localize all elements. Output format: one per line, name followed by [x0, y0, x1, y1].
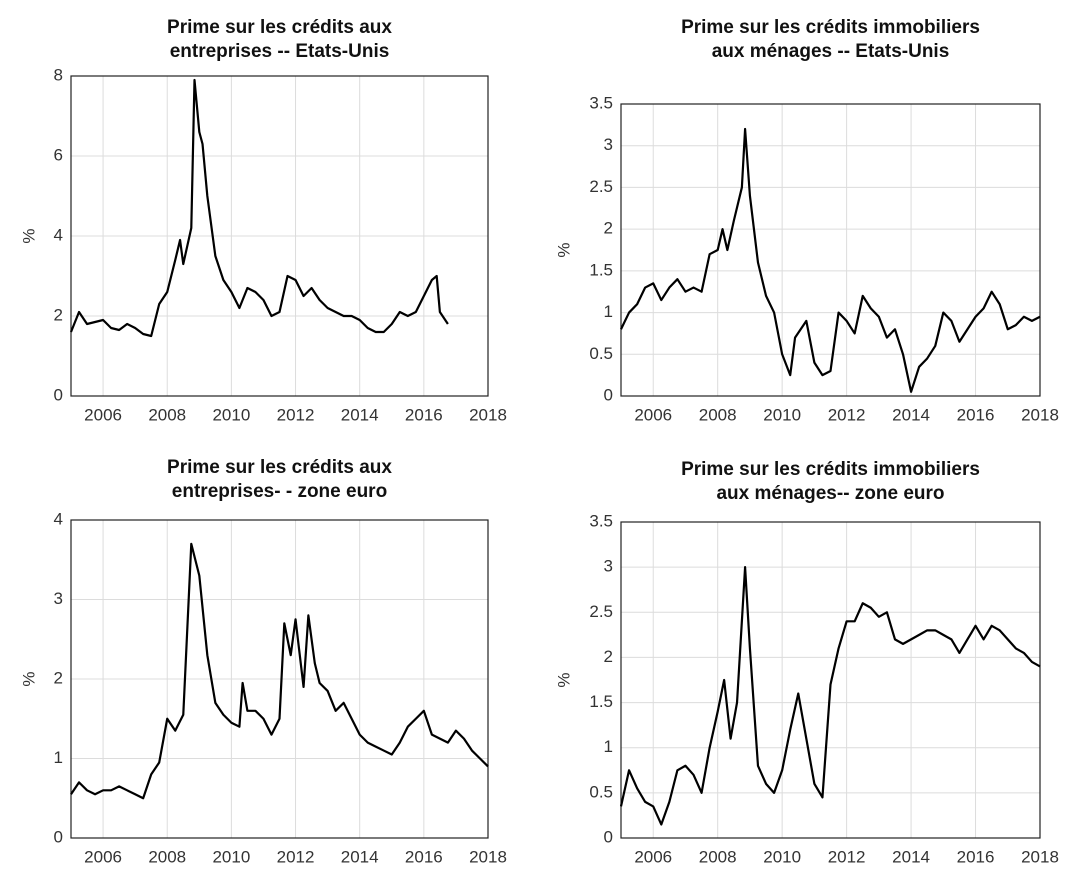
y-axis-label: %: [554, 242, 573, 257]
y-tick-label: 1.5: [589, 692, 613, 711]
plot-frame: [620, 103, 1041, 397]
y-tick-label: 2.5: [589, 602, 613, 621]
x-tick-label: 2008: [699, 405, 737, 424]
x-tick-label: 2018: [469, 405, 507, 424]
y-tick-label: 2: [54, 305, 63, 324]
chart-title: aux ménages -- Etats-Unis: [712, 41, 950, 62]
x-tick-label: 2010: [763, 405, 801, 424]
y-tick-label: 0: [54, 827, 63, 846]
x-tick-label: 2016: [957, 847, 995, 866]
y-tick-label: 2.5: [589, 177, 613, 196]
x-tick-label: 2006: [634, 847, 672, 866]
y-tick-label: 3: [604, 135, 613, 154]
data-line: [619, 566, 1041, 826]
x-tick-label: 2006: [84, 405, 122, 424]
x-tick-label: 2014: [341, 405, 379, 424]
subplot: Prime sur les crédits aux entreprises- - …: [19, 457, 506, 866]
x-tick-label: 2016: [405, 847, 443, 866]
y-tick-label: 1.5: [589, 260, 613, 279]
x-tick-label: 2014: [892, 405, 930, 424]
y-tick-label: 3.5: [589, 511, 613, 530]
y-tick-label: 0.5: [589, 344, 613, 363]
chart-title: entreprises -- Etats-Unis: [170, 41, 390, 62]
x-tick-label: 2010: [763, 847, 801, 866]
y-tick-label: 4: [54, 225, 63, 244]
x-tick-label: 2018: [469, 847, 507, 866]
x-tick-label: 2014: [892, 847, 930, 866]
x-tick-label: 2010: [212, 405, 250, 424]
subplot: Prime sur les crédits immobiliers aux mén…: [554, 459, 1058, 866]
chart-title: Prime sur les crédits immobiliers: [681, 459, 980, 480]
y-tick-label: 1: [604, 302, 613, 321]
y-tick-label: 2: [54, 668, 63, 687]
y-tick-label: 6: [54, 145, 63, 164]
y-tick-label: 0.5: [589, 782, 613, 801]
x-tick-label: 2012: [277, 847, 315, 866]
x-tick-label: 2016: [957, 405, 995, 424]
y-tick-label: 3: [54, 589, 63, 608]
y-tick-label: 2: [604, 647, 613, 666]
x-tick-label: 2014: [341, 847, 379, 866]
y-tick-label: 2: [604, 219, 613, 238]
x-tick-label: 2006: [634, 405, 672, 424]
chart-title: Prime sur les crédits immobiliers: [681, 17, 980, 38]
plot-frame: [70, 75, 489, 397]
data-line: [69, 78, 449, 338]
y-tick-label: 0: [604, 385, 613, 404]
x-tick-label: 2012: [277, 405, 315, 424]
y-tick-label: 1: [604, 737, 613, 756]
x-tick-label: 2018: [1021, 405, 1059, 424]
chart-title: entreprises- - zone euro: [172, 481, 387, 502]
x-tick-label: 2018: [1021, 847, 1059, 866]
chart-title: aux ménages-- zone euro: [716, 483, 944, 504]
x-tick-label: 2012: [828, 847, 866, 866]
x-tick-label: 2006: [84, 847, 122, 866]
x-tick-label: 2010: [212, 847, 250, 866]
y-axis-label: %: [19, 671, 38, 686]
chart-title: Prime sur les crédits aux: [167, 17, 392, 38]
subplot: Prime sur les crédits immobiliers aux mén…: [554, 17, 1058, 424]
x-tick-label: 2016: [405, 405, 443, 424]
chart-title: Prime sur les crédits aux: [167, 457, 392, 478]
x-tick-label: 2008: [148, 847, 186, 866]
y-tick-label: 4: [54, 509, 63, 528]
x-tick-label: 2008: [699, 847, 737, 866]
x-tick-label: 2012: [828, 405, 866, 424]
subplot: Prime sur les crédits aux entreprises -- …: [19, 17, 506, 424]
y-axis-label: %: [19, 228, 38, 243]
y-axis-label: %: [554, 672, 573, 687]
plot-frame: [70, 519, 489, 839]
data-line: [620, 127, 1041, 393]
y-tick-label: 0: [54, 385, 63, 404]
data-line: [70, 542, 489, 800]
y-tick-label: 3: [604, 557, 613, 576]
plot-frame: [620, 521, 1041, 839]
x-tick-label: 2008: [148, 405, 186, 424]
y-tick-label: 3.5: [589, 93, 613, 112]
y-tick-label: 1: [54, 748, 63, 767]
y-tick-label: 0: [604, 827, 613, 846]
y-tick-label: 8: [54, 65, 63, 84]
